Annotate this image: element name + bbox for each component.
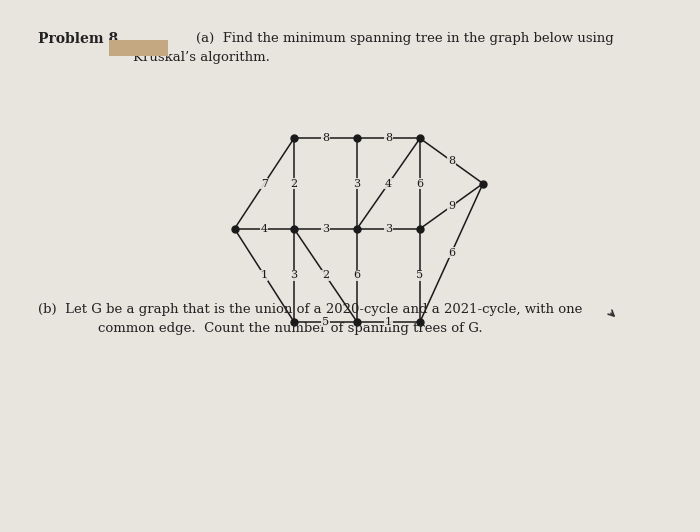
Text: 6: 6 — [448, 248, 455, 257]
Text: 8: 8 — [385, 134, 392, 143]
Text: 2: 2 — [322, 270, 329, 280]
Text: 4: 4 — [385, 179, 392, 188]
Bar — [108, 40, 168, 56]
Text: 9: 9 — [448, 201, 455, 211]
Text: 7: 7 — [260, 179, 267, 188]
Text: (a)  Find the minimum spanning tree in the graph below using: (a) Find the minimum spanning tree in th… — [196, 32, 614, 45]
Text: 3: 3 — [322, 224, 329, 234]
Text: 3: 3 — [290, 270, 298, 280]
Text: 2: 2 — [290, 179, 298, 188]
Text: 6: 6 — [354, 270, 360, 280]
Text: 5: 5 — [322, 317, 329, 327]
Text: 8: 8 — [322, 134, 329, 143]
Text: (b)  Let G be a graph that is the union of a 2020-cycle and a 2021-cycle, with o: (b) Let G be a graph that is the union o… — [38, 303, 583, 316]
Text: 8: 8 — [448, 156, 455, 166]
Text: 6: 6 — [416, 179, 424, 188]
Text: 3: 3 — [385, 224, 392, 234]
Text: 1: 1 — [260, 270, 268, 280]
Text: Problem 8.: Problem 8. — [38, 32, 123, 46]
Text: 3: 3 — [354, 179, 360, 188]
Text: 5: 5 — [416, 270, 424, 280]
Text: 1: 1 — [385, 317, 392, 327]
Text: 4: 4 — [260, 224, 268, 234]
Text: Kruskal’s algorithm.: Kruskal’s algorithm. — [133, 51, 270, 63]
Text: common edge.  Count the number of spanning trees of G.: common edge. Count the number of spannin… — [98, 322, 482, 335]
